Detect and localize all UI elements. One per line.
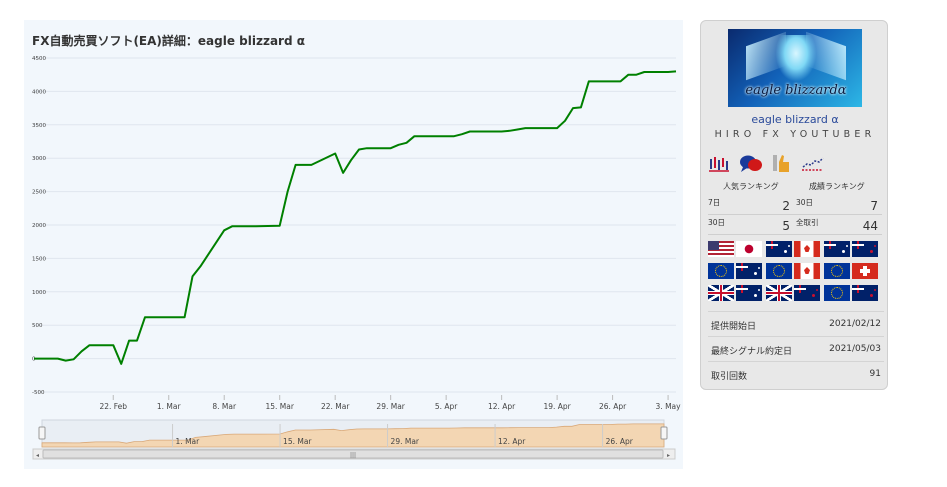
- navigator-tick-label: 12. Apr: [498, 437, 526, 446]
- thumbs-up-icon: [770, 153, 792, 173]
- eu-flag-icon: [766, 263, 792, 279]
- info-row: 最終シグナル約定日 2021/05/03: [708, 336, 884, 361]
- rank-period-label: 30日: [708, 218, 726, 227]
- au-flag-icon: [736, 285, 762, 301]
- y-tick-label: 2000: [32, 223, 46, 229]
- currency-pair-gb-au[interactable]: [708, 285, 764, 301]
- y-tick-label: -500: [32, 390, 45, 396]
- chart-title: FX自動売買ソフト(EA)詳細：eagle blizzard α: [32, 34, 305, 48]
- y-tick-label: 1500: [32, 256, 46, 262]
- ea-name[interactable]: eagle blizzard α: [751, 113, 839, 126]
- jp-flag-icon: [736, 241, 762, 257]
- currency-pair-eu-ch[interactable]: [824, 263, 880, 279]
- ea-feature-icons: [708, 153, 827, 175]
- rank-value: 2: [782, 199, 790, 213]
- currency-pair-eu-au[interactable]: [708, 263, 764, 279]
- currency-pair-us-jp[interactable]: [708, 241, 764, 257]
- x-tick-label: 8. Mar: [212, 402, 237, 411]
- navigator-right-handle[interactable]: [660, 426, 668, 440]
- y-tick-label: 2500: [32, 190, 46, 196]
- navigator-tick-label: 1. Mar: [176, 437, 201, 446]
- speech-bubble-icon: [739, 153, 763, 173]
- ca-flag-icon: [794, 241, 820, 257]
- x-tick-label: 22. Mar: [321, 402, 350, 411]
- navigator-tick-label: 15. Mar: [283, 437, 312, 446]
- rank-value: 44: [862, 219, 878, 233]
- y-tick-label: 4500: [32, 56, 46, 62]
- ranking-row: 7日 2 30日 7: [708, 195, 882, 215]
- equity-chart: -500050010001500200025003000350040004500…: [32, 56, 682, 460]
- y-tick-label: 3000: [32, 156, 46, 162]
- info-row: 提供開始日 2021/02/12: [708, 311, 884, 336]
- eu-flag-icon: [824, 263, 850, 279]
- last-signal-value: 2021/05/03: [829, 344, 881, 354]
- au-flag-icon: [766, 241, 792, 257]
- scrollbar-grip-icon: |||: [350, 452, 356, 459]
- currency-pair-flags: [708, 241, 884, 307]
- start-date-label: 提供開始日: [711, 322, 757, 332]
- us-flag-icon: [708, 241, 734, 257]
- ch-flag-icon: [852, 263, 878, 279]
- rank-value: 7: [870, 199, 878, 213]
- popular-ranking-label: 人気ランキング: [723, 182, 779, 191]
- navigator-tick-label: 29. Mar: [391, 437, 420, 446]
- currency-pair-gb-nz[interactable]: [766, 285, 822, 301]
- candlestick-chart-icon: [708, 153, 730, 173]
- nz-flag-icon: [852, 241, 878, 257]
- x-tick-label: 5. Apr: [435, 402, 458, 411]
- y-tick-label: 3500: [32, 123, 46, 129]
- scroll-left-arrow-icon[interactable]: ◂: [36, 452, 39, 459]
- ea-profile-panel: eagle blizzardα eagle blizzard α HIRO FX…: [700, 20, 888, 390]
- equity-line: [34, 70, 677, 365]
- x-tick-label: 1. Mar: [157, 402, 182, 411]
- ca-flag-icon: [794, 263, 820, 279]
- chart-panel: FX自動売買ソフト(EA)詳細：eagle blizzard α -500 0 50…: [24, 20, 683, 469]
- ranking-row: 30日 5 全取引 44: [708, 215, 882, 235]
- y-tick-label: 1000: [32, 290, 46, 296]
- navigator-area: [41, 423, 665, 448]
- info-row: 取引回数 91: [708, 361, 884, 386]
- x-tick-label: 22. Feb: [99, 402, 127, 411]
- trade-count-label: 取引回数: [711, 372, 748, 382]
- navigator-left-handle[interactable]: [38, 426, 46, 440]
- trade-count-value: 91: [869, 369, 881, 379]
- eu-flag-icon: [708, 263, 734, 279]
- start-date-value: 2021/02/12: [829, 319, 881, 329]
- nz-flag-icon: [794, 285, 820, 301]
- line-chart-icon: [801, 153, 824, 173]
- rank-period-label: 30日: [796, 198, 814, 207]
- last-signal-label: 最終シグナル約定日: [711, 347, 793, 357]
- scrollbar-thumb[interactable]: [42, 449, 664, 459]
- rank-period-label: 全取引: [796, 218, 819, 227]
- gb-flag-icon: [766, 285, 792, 301]
- currency-pair-au-ca[interactable]: [766, 241, 822, 257]
- x-tick-label: 19. Apr: [543, 402, 571, 411]
- scroll-right-arrow-icon[interactable]: ▸: [667, 452, 670, 459]
- x-tick-label: 26. Apr: [599, 402, 627, 411]
- y-tick-label: 500: [32, 323, 43, 329]
- performance-ranking-label: 成績ランキング: [809, 182, 865, 191]
- x-tick-label: 29. Mar: [376, 402, 405, 411]
- x-tick-label: 15. Mar: [265, 402, 294, 411]
- au-flag-icon: [736, 263, 762, 279]
- author-name: HIRO FX YOUTUBER: [714, 129, 876, 140]
- currency-pair-au-nz[interactable]: [824, 241, 880, 257]
- nz-flag-icon: [852, 285, 878, 301]
- eu-flag-icon: [824, 285, 850, 301]
- navigator-tick-label: 26. Apr: [606, 437, 634, 446]
- logo-text: eagle blizzardα: [745, 83, 847, 98]
- x-tick-label: 12. Apr: [488, 402, 516, 411]
- au-flag-icon: [824, 241, 850, 257]
- x-tick-label: 3. May: [656, 402, 682, 411]
- y-tick-label: 4000: [32, 89, 46, 95]
- currency-pair-eu-ca[interactable]: [766, 263, 822, 279]
- gb-flag-icon: [708, 285, 734, 301]
- rank-period-label: 7日: [708, 198, 721, 207]
- rank-value: 5: [782, 219, 790, 233]
- eagle-icon: [776, 35, 816, 81]
- ea-logo[interactable]: eagle blizzardα: [728, 29, 862, 107]
- currency-pair-eu-nz[interactable]: [824, 285, 880, 301]
